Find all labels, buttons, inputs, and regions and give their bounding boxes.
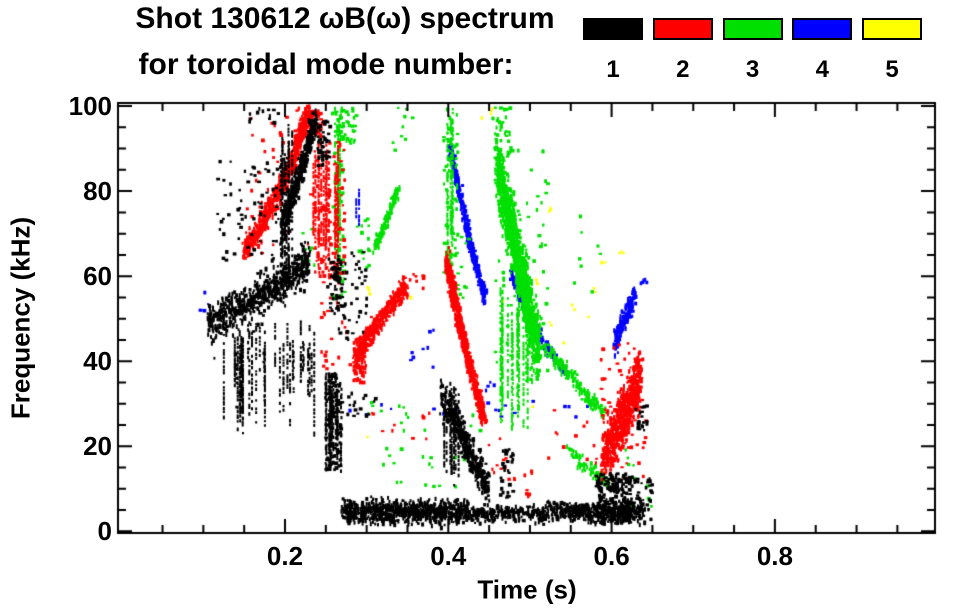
- legend-swatch-mode-2: [652, 18, 713, 40]
- x-tick-label-0.2: 0.2: [266, 541, 304, 571]
- y-tick-label-0: 0: [97, 516, 112, 547]
- y-tick-label-60: 60: [83, 261, 112, 292]
- y-axis-title: Frequency (kHz): [5, 216, 36, 420]
- legend-label-mode-4: 4: [815, 56, 829, 83]
- legend-swatch-mode-4: [792, 18, 853, 40]
- legend-label-mode-2: 2: [676, 56, 690, 83]
- x-tick-label-0.6: 0.6: [593, 541, 630, 571]
- x-tick-label-0.4: 0.4: [430, 541, 467, 571]
- y-tick-label-100: 100: [68, 91, 112, 122]
- legend-label-mode-1: 1: [606, 56, 620, 83]
- legend-swatch-mode-1: [583, 18, 643, 40]
- legend-swatch-mode-3: [722, 18, 783, 40]
- y-tick-label-40: 40: [83, 346, 112, 377]
- chart-title-line1: Shot 130612 ωB(ω) spectrum: [135, 2, 555, 35]
- legend-label-mode-3: 3: [745, 56, 760, 83]
- x-axis-title: Time (s): [477, 574, 577, 605]
- y-tick-label-20: 20: [83, 431, 112, 462]
- y-tick-label-80: 80: [83, 176, 112, 207]
- legend-label-mode-5: 5: [885, 56, 899, 83]
- chart-title-line2: for toroidal mode number:: [138, 48, 514, 81]
- x-tick-label-0.8: 0.8: [756, 541, 793, 571]
- legend-swatch-mode-5: [862, 18, 922, 40]
